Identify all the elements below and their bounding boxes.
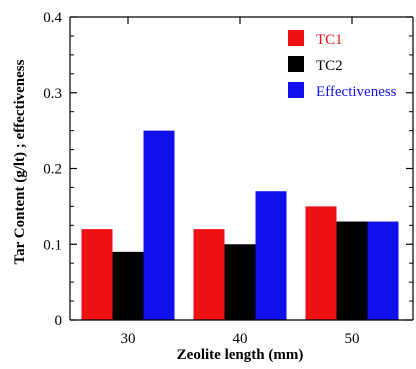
x-tick-label-40: 40 — [233, 331, 248, 347]
legend-label-effectiveness: Effectiveness — [316, 84, 397, 100]
legend-label-tc2: TC2 — [316, 58, 343, 74]
bar-tc2-50 — [336, 221, 368, 320]
bar-tc2-30 — [112, 251, 144, 320]
bar-tc1-40 — [193, 229, 225, 320]
y-tick-label-0.1: 0.1 — [43, 237, 62, 253]
bar-tc1-50 — [305, 206, 337, 320]
legend-swatch-tc1 — [288, 30, 304, 46]
legend-swatch-effectiveness — [288, 82, 304, 98]
x-tick-label-50: 50 — [345, 331, 360, 347]
bar-effectiveness-40 — [255, 191, 287, 320]
y-tick-label-0: 0 — [55, 313, 63, 329]
y-tick-label-0.2: 0.2 — [43, 162, 62, 178]
x-axis-title: Zeolite length (mm) — [177, 347, 304, 363]
y-axis-title: Tar Content (g/lt) ; effectiveness — [12, 59, 28, 264]
bar-effectiveness-30 — [143, 130, 175, 320]
y-tick-label-0.4: 0.4 — [43, 10, 62, 26]
bars-layer — [81, 130, 399, 320]
bar-tc2-40 — [224, 244, 256, 320]
x-tick-label-30: 30 — [121, 331, 136, 347]
legend: TC1 TC2 Effectiveness — [288, 30, 397, 100]
legend-swatch-tc2 — [288, 56, 304, 72]
legend-label-tc1: TC1 — [316, 32, 343, 48]
bar-effectiveness-50 — [367, 221, 399, 320]
y-tick-label-0.3: 0.3 — [43, 86, 62, 102]
axes-layer: 0 0.1 0.2 0.3 0.4 30 40 50 — [43, 10, 414, 347]
bar-tc1-30 — [81, 229, 113, 320]
